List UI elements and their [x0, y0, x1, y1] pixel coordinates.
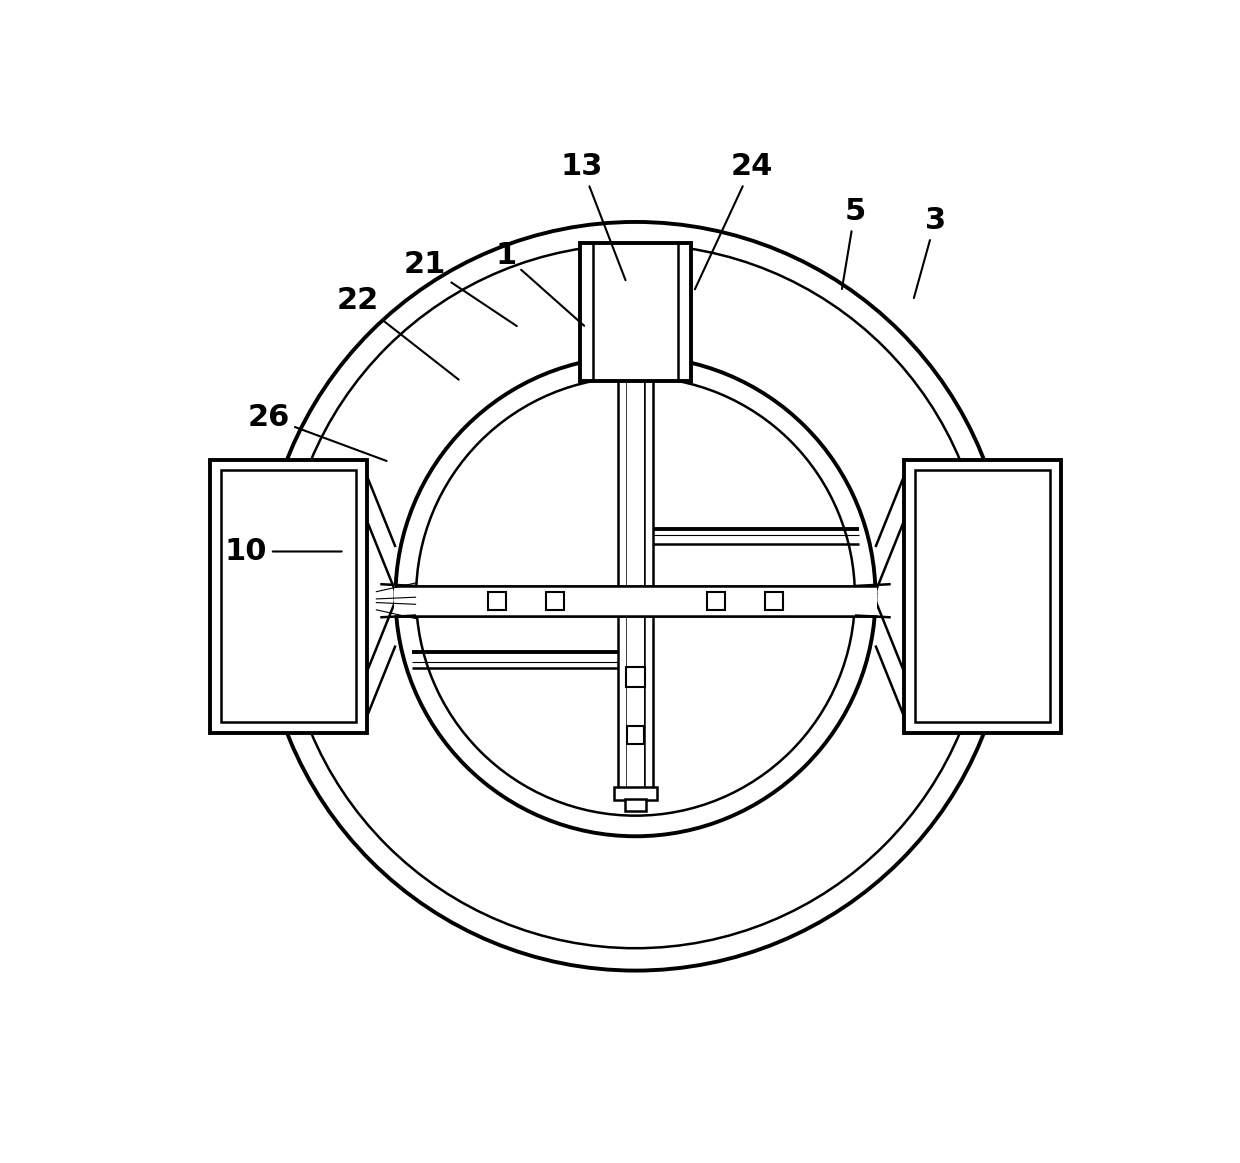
Bar — [579, 243, 692, 381]
Bar — [626, 381, 645, 789]
Text: 5: 5 — [842, 197, 866, 290]
Circle shape — [284, 244, 987, 948]
Circle shape — [262, 222, 1009, 971]
Bar — [210, 459, 367, 733]
Bar — [626, 668, 645, 686]
Bar — [904, 459, 1061, 733]
Bar — [626, 726, 645, 744]
Text: 21: 21 — [404, 250, 517, 326]
Text: 26: 26 — [247, 402, 387, 461]
Bar — [625, 799, 646, 812]
Circle shape — [396, 356, 875, 836]
Bar — [394, 586, 877, 615]
Bar — [546, 592, 564, 609]
Text: 10: 10 — [224, 537, 342, 566]
Text: 13: 13 — [560, 152, 625, 280]
Text: 1: 1 — [495, 242, 584, 326]
Text: 22: 22 — [337, 286, 459, 379]
Text: 24: 24 — [694, 152, 773, 290]
Bar — [487, 592, 506, 609]
Bar — [221, 471, 356, 722]
Bar — [915, 471, 1050, 722]
Bar — [707, 592, 725, 609]
Text: 3: 3 — [914, 206, 946, 298]
Bar — [614, 787, 657, 799]
Bar — [765, 592, 784, 609]
Circle shape — [417, 377, 854, 815]
